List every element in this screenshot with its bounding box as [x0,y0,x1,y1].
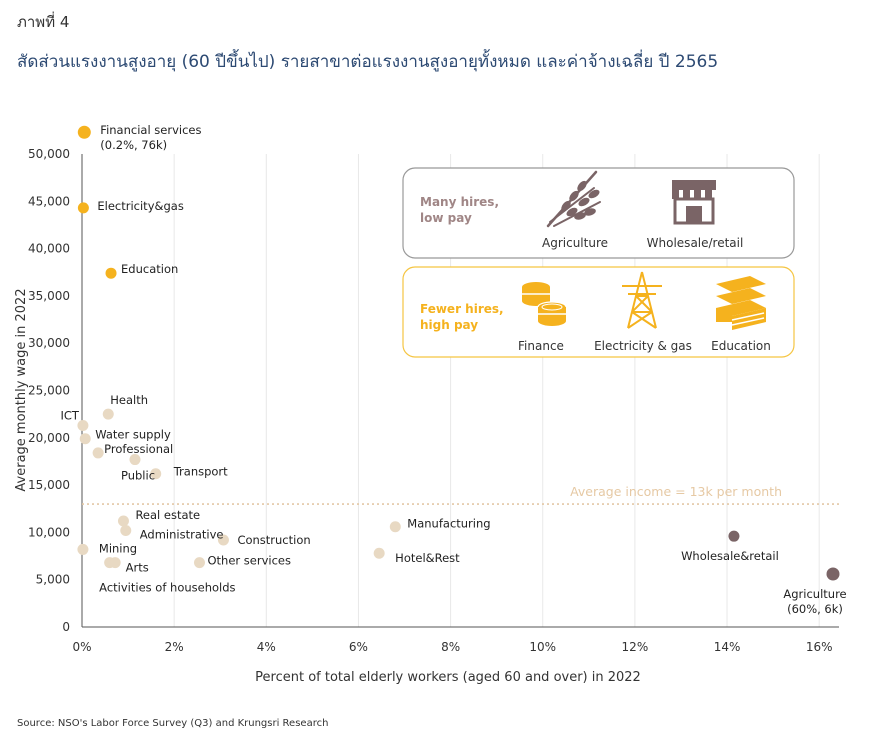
high-pay-item-finance: Finance [518,339,564,353]
data-label: Other services [207,554,291,568]
legend-low-pay: Many hires, low pay Agriculture Wholesal [402,167,795,259]
low-pay-title-line1: Many hires, [420,195,499,209]
data-point [92,447,104,459]
data-label: Mining [99,541,137,555]
data-label: Administrative [140,528,224,542]
average-income-label: Average income = 13k per month [570,484,782,499]
y-tick-label: 15,000 [28,478,70,492]
data-point [217,534,229,546]
y-tick-label: 10,000 [28,525,70,539]
data-label: Financial services [100,123,201,137]
y-tick-label: 5,000 [36,573,70,587]
data-point [77,420,89,432]
y-tick-label: 40,000 [28,242,70,256]
power-tower-icon [622,271,662,329]
high-pay-item-education: Education [711,339,771,353]
data-label: Real estate [135,508,200,522]
y-tick-label: 30,000 [28,336,70,350]
low-pay-title-line2: low pay [420,211,472,225]
x-tick-label: 16% [806,640,833,654]
x-tick-label: 10% [529,640,556,654]
data-point [109,557,121,569]
data-label: Arts [126,561,149,575]
data-label: Activities of households [99,581,235,595]
y-tick-label: 45,000 [28,194,70,208]
wheat-icon [546,170,601,228]
y-tick-label: 0 [62,620,70,634]
books-icon [716,276,766,330]
data-label: Transport [173,465,228,479]
low-pay-item-wholesale-retail: Wholesale/retail [647,236,744,250]
data-point [150,468,162,480]
data-point [129,454,141,466]
data-label: Professional [104,442,173,456]
data-labels: Financial services(0.2%, 76k) Electricity… [60,123,846,616]
low-pay-item-agriculture: Agriculture [542,236,608,250]
data-point [77,202,89,214]
x-tick-label: 6% [349,640,368,654]
data-point [728,530,740,542]
x-tick-label: 8% [441,640,460,654]
chart-title: สัดส่วนแรงงานสูงอายุ (60 ปีขึ้นไป) รายสา… [17,52,719,72]
data-label: Water supply [95,428,171,442]
x-tick-label: 12% [622,640,649,654]
data-label: Health [110,393,148,407]
data-point [79,433,91,445]
high-pay-box [402,266,795,358]
source-note: Source: NSO's Labor Force Survey (Q3) an… [17,718,329,729]
y-tick-label: 20,000 [28,431,70,445]
data-label: Education [121,262,178,276]
data-point [105,267,117,279]
data-label: Manufacturing [407,517,490,531]
data-points [77,125,840,581]
high-pay-title-line2: high pay [420,318,478,332]
y-tick-label: 25,000 [28,384,70,398]
data-label: Hotel&Rest [395,551,460,565]
data-point [77,543,89,555]
data-label: ICT [60,409,79,423]
data-label-secondary: (60%, 6k) [787,602,843,616]
high-pay-item-electricity-gas: Electricity & gas [594,339,692,353]
y-tick-label: 35,000 [28,289,70,303]
data-point [193,557,205,569]
y-tick-label: 50,000 [28,147,70,161]
data-label: Electricity&gas [97,199,183,213]
axes: 0% 2% 4% 6% 8% 10% 12% 14% 16% 0 5,000 10,000 15,000… [28,147,839,654]
data-label-secondary: (0.2%, 76k) [100,138,167,152]
data-point [77,125,91,139]
reference-line-group: Average income = 13k per month [82,484,841,505]
x-tick-label: 0% [72,640,91,654]
data-label: Public [121,469,155,483]
data-point [826,567,840,581]
legend-high-pay: Fewer hires, high pay Finance Electricit… [402,266,795,358]
data-point [389,521,401,533]
data-point [102,408,114,420]
data-point [117,515,129,527]
data-label: Wholesale&retail [681,549,779,563]
x-tick-label: 14% [714,640,741,654]
shop-icon [672,180,716,225]
data-point [120,525,132,537]
y-axis-label: Average monthly wage in 2022 [14,288,29,491]
data-label: Agriculture [783,587,846,601]
coins-icon [522,282,567,326]
data-label: Construction [237,533,310,547]
x-tick-label: 4% [257,640,276,654]
x-axis-label: Percent of total elderly workers (aged 6… [255,670,641,685]
x-tick-label: 2% [165,640,184,654]
figure-label: ภาพที่ 4 [17,13,70,31]
high-pay-title-line1: Fewer hires, [420,302,504,316]
data-point [373,547,385,559]
